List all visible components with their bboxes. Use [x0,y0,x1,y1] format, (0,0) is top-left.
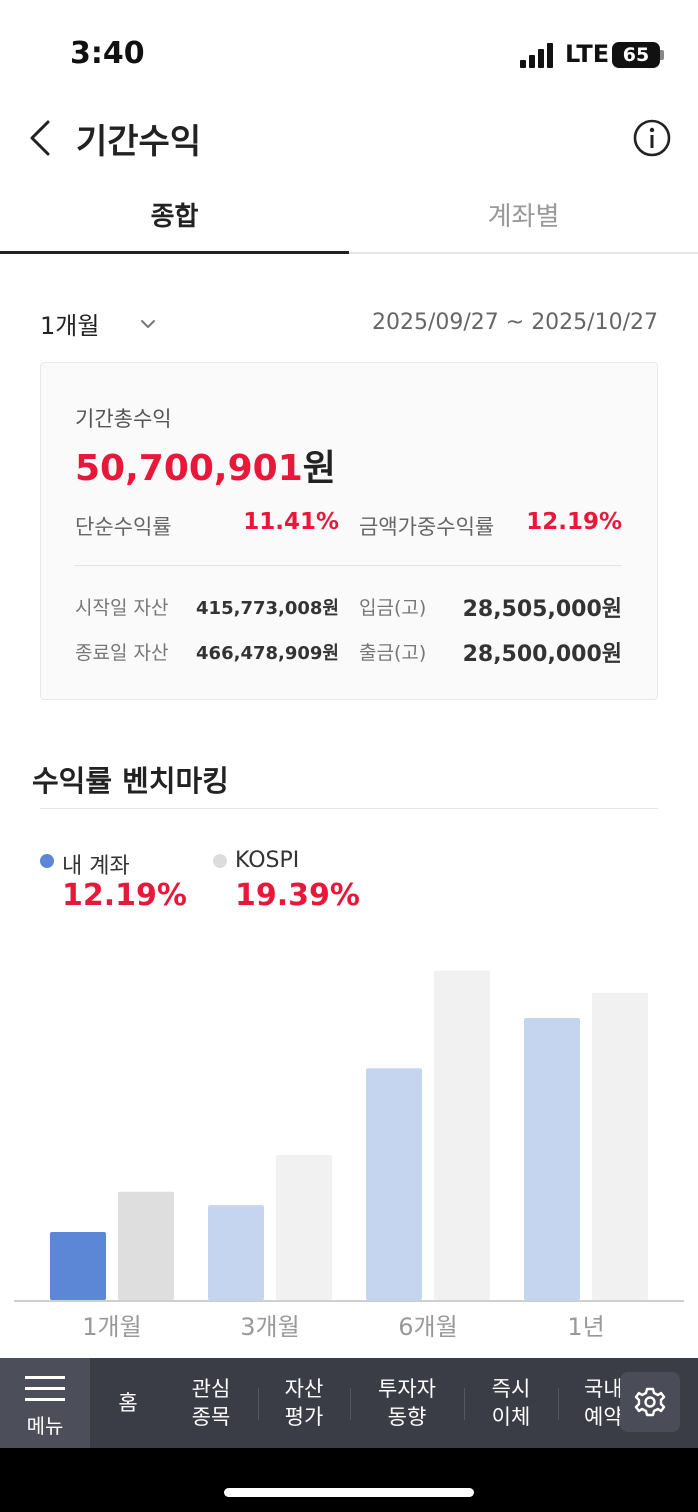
nav-item-label: 평가 [284,1405,324,1429]
legend-name: KOSPI [235,848,300,873]
legend-value: 12.19% [62,878,187,913]
tab-bar: 종합 계좌별 [0,180,698,254]
bar-kospi-0[interactable] [118,1191,174,1300]
nav-separator [258,1388,259,1420]
weighted-rate-value: 12.19% [526,509,622,535]
withdraw-label: 출금(고) [359,642,427,664]
period-dropdown[interactable]: 1개월 [40,312,100,340]
nav-item-label: 이체 [491,1405,531,1429]
nav-separator [558,1388,559,1420]
withdraw-value: 28,500,000원 [462,642,622,667]
bar-my-account-1[interactable] [208,1205,264,1300]
network-label: LTE [565,40,610,68]
menu-button[interactable]: 메뉴 [0,1358,90,1448]
nav-item-label: 즉시 [491,1377,531,1401]
back-button[interactable] [24,118,60,158]
card-divider [75,565,621,566]
end-asset-label: 종료일 자산 [75,642,169,664]
benchmark-divider [40,808,658,809]
simple-rate-label: 단순수익률 [75,515,172,539]
status-time: 3:40 [70,36,145,71]
menu-label: 메뉴 [26,1414,64,1438]
legend-dot [40,854,54,868]
nav-item-label: 홈 [118,1391,138,1415]
total-profit-unit: 원 [302,448,336,489]
legend-dot [213,854,227,868]
x-tick-label[interactable]: 3개월 [240,1313,299,1341]
info-button[interactable] [632,118,672,158]
tab-by-account[interactable]: 계좌별 [487,202,560,232]
x-tick-label[interactable]: 6개월 [398,1313,457,1341]
settings-button[interactable] [620,1372,680,1432]
nav-separator [350,1388,351,1420]
nav-item-label: 예약 [584,1405,623,1429]
bar-my-account-3[interactable] [524,1018,580,1300]
nav-item-label: 동향 [387,1405,427,1429]
bar-kospi-1[interactable] [276,1154,332,1300]
weighted-rate-label: 금액가중수익률 [359,515,495,539]
home-indicator-area [0,1448,698,1512]
battery-cap [660,50,664,60]
bar-my-account-2[interactable] [366,1068,422,1300]
gear-icon [634,1387,666,1417]
info-icon [633,119,671,157]
nav-item-label: 자산 [284,1377,324,1401]
app-header: 기간수익 [0,100,698,180]
page-title: 기간수익 [76,122,202,162]
nav-item-home[interactable]: 홈 [94,1358,162,1448]
x-tick-label[interactable]: 1년 [567,1313,604,1341]
hamburger-icon [25,1376,65,1402]
battery-icon: 65 [612,42,660,68]
summary-card: 기간총수익 50,700,901원 단순수익률 11.41% 금액가중수익률 1… [40,362,658,700]
bar-my-account-0[interactable] [50,1231,106,1300]
signal-icon [520,42,556,68]
total-profit-value: 50,700,901 [75,448,303,489]
deposit-label: 입금(고) [359,597,427,619]
start-asset-label: 시작일 자산 [75,597,169,619]
tab-summary[interactable]: 종합 [0,180,349,254]
start-asset-value: 415,773,008원 [196,598,339,619]
total-profit-label: 기간총수익 [75,407,172,431]
legend-value: 19.39% [235,878,360,913]
end-asset-value: 466,478,909원 [196,643,339,664]
total-profit-amount: 50,700,901원 [75,439,336,491]
home-indicator [224,1488,474,1497]
status-bar: 3:40 LTE 65 [0,0,698,100]
nav-item-label: 관심 [191,1377,231,1401]
simple-rate-value: 11.41% [243,509,339,535]
benchmark-chart: 1개월 3개월 6개월 1년 [14,970,684,1341]
chevron-down-icon[interactable] [140,318,156,330]
benchmark-title: 수익률 벤치마킹 [32,764,229,798]
nav-separator [464,1388,465,1420]
bar-kospi-2[interactable] [434,970,490,1300]
bar-kospi-3[interactable] [592,992,648,1300]
legend-name: 내 계좌 [62,854,130,879]
nav-item-label: 종목 [191,1405,231,1429]
nav-item-label: 투자자 [378,1377,436,1401]
deposit-value: 28,505,000원 [462,597,622,622]
date-range: 2025/09/27 ~ 2025/10/27 [371,310,658,335]
chevron-left-icon [30,120,50,156]
x-tick-label[interactable]: 1개월 [82,1313,141,1341]
nav-item-label: 국내 [584,1377,623,1401]
